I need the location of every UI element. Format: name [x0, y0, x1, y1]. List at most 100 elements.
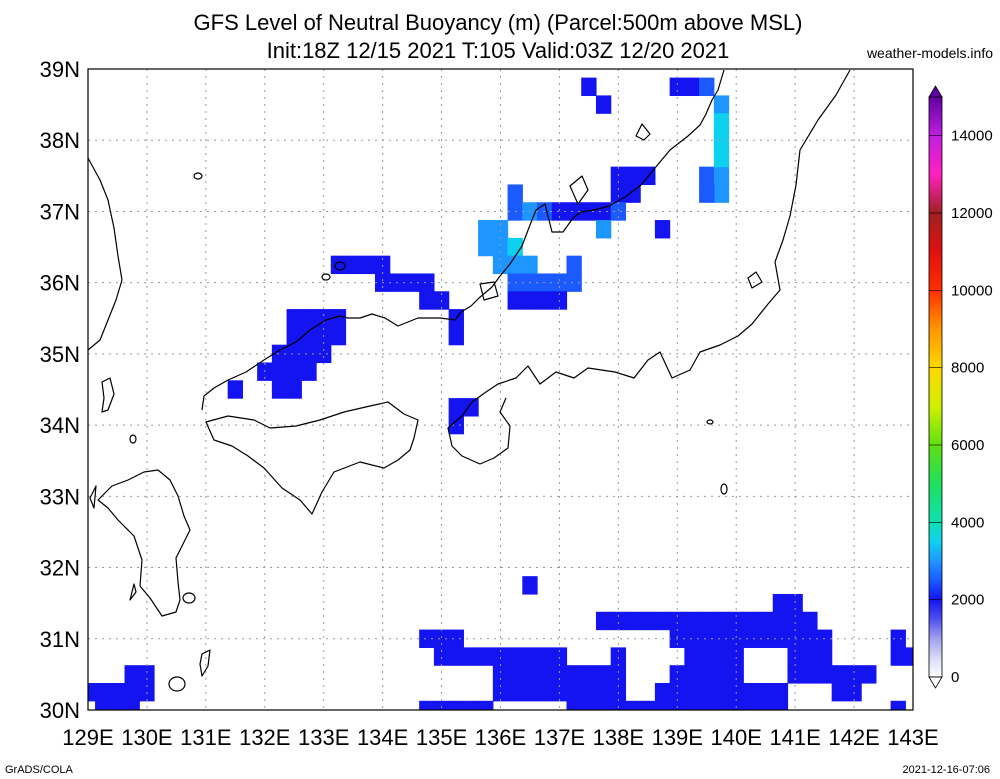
- heatmap-cell: [758, 611, 774, 631]
- heatmap-cell: [551, 202, 568, 221]
- heatmap-cell: [316, 344, 332, 364]
- heatmap-cell: [787, 611, 803, 631]
- heatmap-cell: [433, 700, 450, 710]
- y-tick-label: 34N: [40, 413, 80, 438]
- colorbar-tick-labels: 0 2000 4000 6000 8000 10000 12000 14000: [929, 128, 993, 686]
- heatmap-cell: [478, 237, 494, 257]
- heatmap-cell: [95, 682, 111, 702]
- heatmap-cell: [522, 665, 538, 684]
- heatmap-cell: [581, 77, 597, 97]
- heatmap-cell: [728, 700, 744, 710]
- heatmap-cell: [654, 220, 671, 239]
- heatmap-cell: [478, 647, 494, 666]
- heatmap-cell: [345, 255, 361, 275]
- heatmap-cell: [713, 95, 730, 114]
- heatmap-cell: [610, 700, 627, 710]
- heatmap-cell: [95, 700, 111, 710]
- heatmap-cell: [595, 700, 612, 710]
- heatmap-cell: [684, 77, 700, 97]
- heatmap-cell: [404, 273, 420, 292]
- heatmap-cell: [713, 131, 730, 150]
- heatmap-cell: [772, 682, 789, 702]
- heatmap-cell: [625, 611, 641, 631]
- heatmap-cell: [595, 611, 612, 631]
- heatmap-cell: [419, 629, 435, 648]
- heatmap-cell: [522, 291, 538, 310]
- heatmap-cell: [537, 291, 553, 310]
- heatmap-cell: [654, 611, 671, 631]
- heatmap-cell: [448, 415, 464, 435]
- heatmap-cell: [271, 380, 288, 399]
- heatmap-cell: [419, 291, 435, 310]
- heatmap-cell: [507, 682, 523, 702]
- heatmap-cell: [713, 682, 730, 702]
- x-tick-label: 139E: [652, 725, 703, 750]
- x-tick-label: 132E: [239, 725, 290, 750]
- heatmap-cell: [566, 665, 582, 684]
- heatmap-cell: [551, 273, 568, 292]
- heatmap-cell: [802, 665, 818, 684]
- heatmap-cell: [699, 611, 715, 631]
- heatmap-cell: [433, 629, 450, 648]
- x-tick-label: 143E: [887, 725, 938, 750]
- heatmap-cell: [463, 398, 479, 417]
- heatmap-cell: [890, 700, 906, 710]
- heatmap-cell: [669, 611, 685, 631]
- y-tick-label: 38N: [40, 128, 80, 153]
- heatmap-cell: [109, 682, 126, 702]
- heatmap-cell: [684, 682, 700, 702]
- heatmap-cell: [802, 647, 818, 666]
- heatmap-cell: [669, 77, 685, 97]
- heatmap-cell: [743, 682, 759, 702]
- heatmap-cell: [537, 665, 553, 684]
- heatmap-cell: [595, 95, 612, 114]
- y-tick-label: 32N: [40, 556, 80, 581]
- heatmap-cell: [124, 700, 140, 710]
- heatmap-cell: [492, 255, 509, 275]
- colorbar-gradient: [928, 96, 943, 678]
- heatmap-cell: [507, 237, 523, 257]
- heatmap-cell: [816, 665, 833, 684]
- heatmap-cell: [566, 255, 582, 275]
- heatmap-cell: [772, 611, 789, 631]
- heatmap-cell: [787, 665, 803, 684]
- heatmap-cell: [478, 700, 494, 710]
- x-tick-label: 140E: [711, 725, 762, 750]
- heatmap-cell: [551, 665, 568, 684]
- heatmap-cell: [448, 647, 464, 666]
- heatmap-cell: [713, 629, 730, 648]
- heatmap-cell: [728, 665, 744, 684]
- footer-right: 2021-12-16-07:06: [903, 764, 990, 776]
- heatmap-cell: [758, 700, 774, 710]
- heatmap-cell: [595, 665, 612, 684]
- heatmap-cell: [566, 202, 582, 221]
- heatmap-cell: [88, 682, 96, 702]
- heatmap-cell: [522, 647, 538, 666]
- colorbar-tick-label: 0: [951, 669, 959, 686]
- heatmap-cell: [595, 202, 612, 221]
- heatmap-cell: [772, 700, 789, 710]
- heatmap-cell: [581, 665, 597, 684]
- heatmap-cell: [713, 647, 730, 666]
- x-tick-label: 142E: [828, 725, 879, 750]
- heatmap-cell: [699, 665, 715, 684]
- y-tick-label: 31N: [40, 627, 80, 652]
- colorbar: 0 2000 4000 6000 8000 10000 12000 14000: [928, 85, 993, 689]
- heatmap-cell: [286, 309, 302, 328]
- heatmap-cell: [463, 647, 479, 666]
- heatmap-cell: [772, 593, 789, 613]
- colorbar-tick-label: 14000: [951, 128, 993, 145]
- heatmap-cell: [301, 362, 317, 381]
- heatmap-cell: [728, 611, 744, 631]
- footer-left: GrADS/COLA: [5, 764, 74, 776]
- heatmap-cell: [684, 647, 700, 666]
- x-tick-label: 133E: [298, 725, 349, 750]
- heatmap-cell: [419, 273, 435, 292]
- heatmap-cell: [713, 611, 730, 631]
- heatmap-cell: [669, 700, 685, 710]
- heatmap-cell: [566, 682, 582, 702]
- heatmap-cell: [816, 647, 833, 666]
- colorbar-bottom-arrow: [928, 676, 943, 689]
- heatmap-cell: [743, 629, 759, 648]
